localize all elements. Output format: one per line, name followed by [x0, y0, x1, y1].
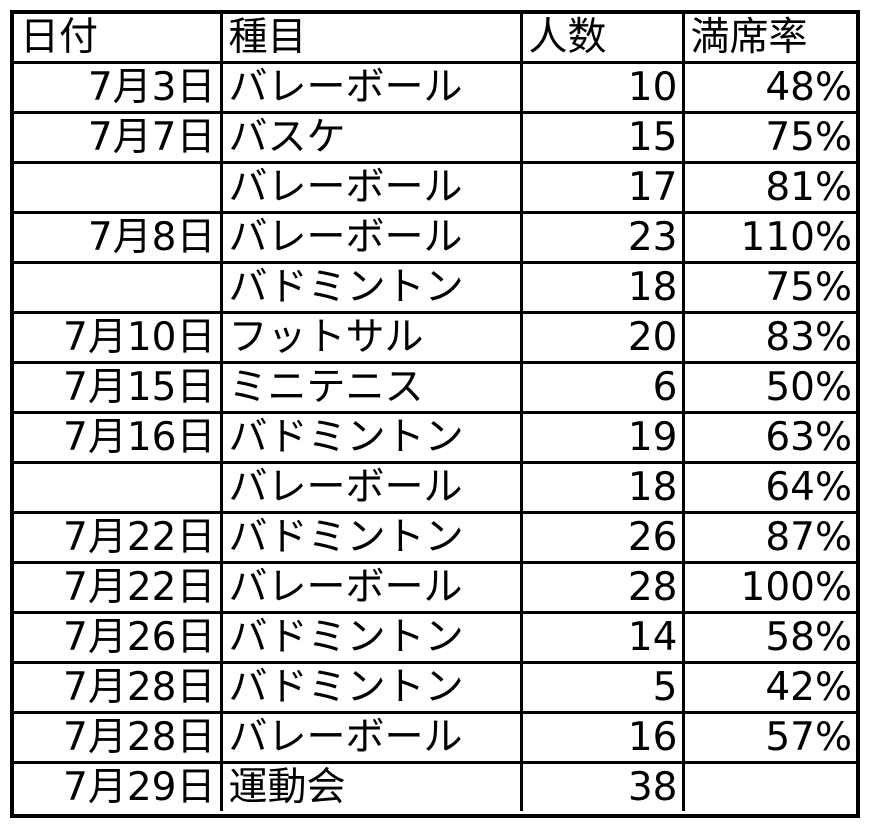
cell-event[interactable]: バレーボール	[219, 461, 523, 514]
table-row: 7月28日 バドミントン 5 42%	[14, 661, 856, 714]
cell-rate[interactable]: 75%	[681, 111, 856, 164]
cell-event[interactable]: バレーボール	[219, 161, 523, 214]
table-row: 7月26日 バドミントン 14 58%	[14, 611, 856, 664]
cell-date[interactable]: 7月10日	[14, 311, 223, 364]
cell-event[interactable]: 運動会	[219, 761, 523, 811]
cell-count[interactable]: 23	[519, 211, 685, 264]
table-row: 7月10日 フットサル 20 83%	[14, 311, 856, 364]
cell-rate[interactable]	[681, 761, 856, 811]
table-row: バレーボール 17 81%	[14, 161, 856, 214]
header-cell-event[interactable]: 種目	[219, 14, 523, 64]
cell-count[interactable]: 14	[519, 611, 685, 664]
cell-count[interactable]: 20	[519, 311, 685, 364]
cell-event[interactable]: バドミントン	[219, 261, 523, 314]
cell-rate[interactable]: 48%	[681, 62, 856, 114]
cell-date[interactable]: 7月28日	[14, 661, 223, 714]
spreadsheet-table: 日付 種目 人数 満席率 7月3日 バレーボール 10 48% 7月7日 バスケ 15 75%…	[10, 10, 860, 818]
cell-rate[interactable]: 58%	[681, 611, 856, 664]
cell-rate[interactable]: 75%	[681, 261, 856, 314]
cell-count[interactable]: 38	[519, 761, 685, 811]
cell-event[interactable]: バスケ	[219, 111, 523, 164]
table-row: 7月29日 運動会 38	[14, 761, 856, 811]
cell-rate[interactable]: 110%	[681, 211, 856, 264]
header-row: 日付 種目 人数 満席率	[14, 14, 856, 64]
cell-event[interactable]: バレーボール	[219, 211, 523, 264]
cell-date[interactable]: 7月22日	[14, 561, 223, 614]
cell-rate[interactable]: 83%	[681, 311, 856, 364]
cell-event[interactable]: バドミントン	[219, 661, 523, 714]
cell-event[interactable]: バレーボール	[219, 62, 523, 114]
table-row: 7月22日 バドミントン 26 87%	[14, 511, 856, 564]
cell-date[interactable]: 7月16日	[14, 411, 223, 464]
cell-rate[interactable]: 100%	[681, 561, 856, 614]
cell-rate[interactable]: 87%	[681, 511, 856, 564]
table-row: 7月16日 バドミントン 19 63%	[14, 411, 856, 464]
cell-date[interactable]: 7月8日	[14, 211, 223, 264]
cell-rate[interactable]: 63%	[681, 411, 856, 464]
table-row: 7月3日 バレーボール 10 48%	[14, 62, 856, 114]
table-row: 7月8日 バレーボール 23 110%	[14, 211, 856, 264]
cell-event[interactable]: ミニテニス	[219, 361, 523, 414]
header-cell-count[interactable]: 人数	[519, 14, 685, 64]
table-row: 7月15日 ミニテニス 6 50%	[14, 361, 856, 414]
cell-date[interactable]	[14, 261, 223, 314]
header-cell-rate[interactable]: 満席率	[681, 14, 856, 64]
cell-event[interactable]: バドミントン	[219, 611, 523, 664]
cell-count[interactable]: 19	[519, 411, 685, 464]
cell-event[interactable]: フットサル	[219, 311, 523, 364]
cell-count[interactable]: 6	[519, 361, 685, 414]
table-row: バドミントン 18 75%	[14, 261, 856, 314]
table-body: 7月3日 バレーボール 10 48% 7月7日 バスケ 15 75% バレーボール 17 81% 7月…	[14, 62, 856, 811]
cell-rate[interactable]: 57%	[681, 711, 856, 764]
header-cell-date[interactable]: 日付	[14, 14, 223, 64]
cell-date[interactable]: 7月29日	[14, 761, 223, 811]
cell-count[interactable]: 17	[519, 161, 685, 214]
table-row: 7月22日 バレーボール 28 100%	[14, 561, 856, 614]
cell-date[interactable]: 7月15日	[14, 361, 223, 414]
cell-count[interactable]: 5	[519, 661, 685, 714]
cell-count[interactable]: 18	[519, 461, 685, 514]
cell-rate[interactable]: 64%	[681, 461, 856, 514]
table-row: 7月28日 バレーボール 16 57%	[14, 711, 856, 764]
cell-rate[interactable]: 50%	[681, 361, 856, 414]
cell-date[interactable]: 7月22日	[14, 511, 223, 564]
table-row: 7月7日 バスケ 15 75%	[14, 111, 856, 164]
cell-count[interactable]: 15	[519, 111, 685, 164]
cell-date[interactable]: 7月3日	[14, 62, 223, 114]
cell-event[interactable]: バドミントン	[219, 511, 523, 564]
cell-count[interactable]: 16	[519, 711, 685, 764]
table-row: バレーボール 18 64%	[14, 461, 856, 514]
cell-date[interactable]: 7月7日	[14, 111, 223, 164]
cell-date[interactable]: 7月26日	[14, 611, 223, 664]
data-table: 日付 種目 人数 満席率 7月3日 バレーボール 10 48% 7月7日 バスケ 15 75%…	[14, 14, 856, 811]
cell-date[interactable]: 7月28日	[14, 711, 223, 764]
cell-date[interactable]	[14, 161, 223, 214]
cell-count[interactable]: 26	[519, 511, 685, 564]
cell-event[interactable]: バレーボール	[219, 711, 523, 764]
cell-date[interactable]	[14, 461, 223, 514]
cell-count[interactable]: 18	[519, 261, 685, 314]
cell-count[interactable]: 28	[519, 561, 685, 614]
cell-rate[interactable]: 81%	[681, 161, 856, 214]
cell-count[interactable]: 10	[519, 62, 685, 114]
cell-rate[interactable]: 42%	[681, 661, 856, 714]
cell-event[interactable]: バドミントン	[219, 411, 523, 464]
cell-event[interactable]: バレーボール	[219, 561, 523, 614]
